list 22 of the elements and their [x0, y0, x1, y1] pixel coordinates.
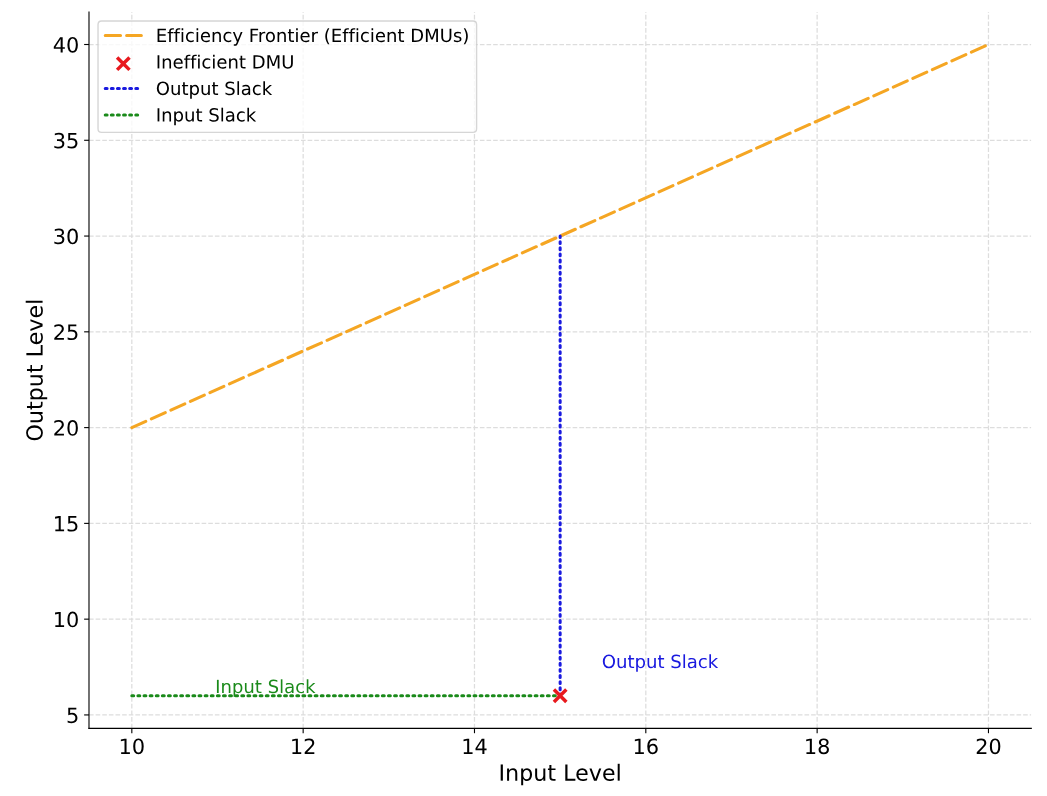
- x-tick-label: 16: [634, 738, 658, 755]
- y-tick-label: 15: [55, 516, 78, 532]
- y-tick-label: 20: [54, 420, 78, 436]
- y-axis-title: Output Level: [25, 300, 48, 441]
- x-axis-title: Input Level: [500, 763, 620, 786]
- annotation: Input Slack: [216, 679, 316, 697]
- x-tick-label: 20: [976, 738, 1001, 755]
- y-tick-label: 35: [54, 132, 78, 149]
- legend-label: Output Slack: [156, 81, 273, 99]
- legend-label: Efficiency Frontier (Efficient DMUs): [157, 28, 468, 46]
- legend-label: Input Slack: [157, 107, 257, 126]
- x-tick-label: 10: [120, 738, 144, 755]
- legend-label: Inefficient DMU: [157, 54, 293, 69]
- y-tick-label: 25: [54, 324, 78, 341]
- y-tick-label: 40: [53, 36, 78, 53]
- x-tick-label: 12: [292, 738, 315, 754]
- annotation: Output Slack: [602, 654, 719, 672]
- x-tick-label: 18: [806, 738, 829, 755]
- y-tick-label: 5: [67, 707, 78, 724]
- y-tick-label: 10: [55, 611, 78, 628]
- y-tick-label: 30: [54, 228, 78, 245]
- x-tick-label: 14: [463, 738, 487, 754]
